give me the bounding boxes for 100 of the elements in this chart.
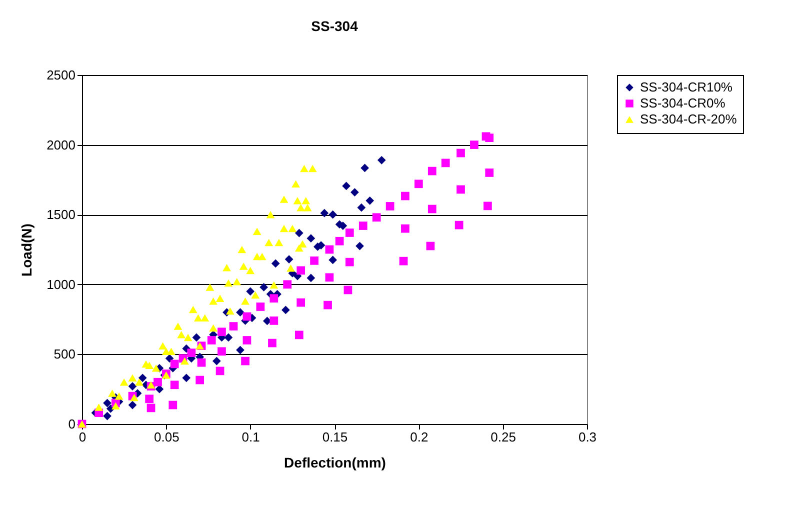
point bbox=[426, 242, 435, 250]
point bbox=[232, 278, 242, 286]
point bbox=[345, 228, 354, 237]
point bbox=[103, 412, 112, 420]
y-tick-label: 500 bbox=[54, 346, 76, 362]
point bbox=[274, 238, 284, 246]
point bbox=[335, 236, 344, 246]
point bbox=[236, 308, 244, 317]
y-axis-title: Load(N) bbox=[18, 224, 35, 276]
x-axis-title: Deflection(mm) bbox=[284, 454, 386, 470]
point bbox=[94, 404, 104, 411]
point bbox=[399, 256, 408, 266]
point bbox=[180, 357, 189, 365]
point bbox=[135, 378, 144, 386]
point bbox=[441, 158, 450, 168]
point bbox=[218, 347, 226, 356]
point bbox=[485, 168, 494, 177]
point bbox=[386, 202, 394, 210]
point bbox=[196, 376, 204, 384]
chart-title: SS-304 bbox=[311, 18, 358, 34]
point bbox=[168, 400, 178, 410]
point bbox=[182, 374, 191, 382]
point bbox=[356, 242, 364, 250]
y-tick-label: 2500 bbox=[46, 68, 76, 82]
point bbox=[401, 192, 410, 200]
point bbox=[224, 279, 233, 287]
point bbox=[209, 324, 218, 332]
y-tick-label: 1500 bbox=[46, 207, 76, 222]
point bbox=[310, 256, 318, 265]
point bbox=[284, 255, 294, 264]
point bbox=[414, 180, 423, 188]
point bbox=[120, 378, 128, 386]
point bbox=[128, 374, 137, 382]
point bbox=[256, 302, 265, 311]
point bbox=[372, 213, 381, 222]
x-tick-label: 0.25 bbox=[490, 430, 516, 444]
point bbox=[200, 314, 210, 322]
point bbox=[325, 245, 334, 254]
x-tick-label: 0.05 bbox=[154, 430, 180, 444]
point bbox=[197, 358, 206, 367]
x-tick-label: 0.1 bbox=[242, 430, 260, 444]
point bbox=[192, 333, 201, 342]
point bbox=[239, 262, 248, 270]
point bbox=[306, 274, 316, 282]
point bbox=[170, 380, 179, 390]
point bbox=[360, 164, 369, 172]
point bbox=[241, 298, 250, 305]
point bbox=[216, 366, 224, 376]
point bbox=[165, 354, 174, 363]
point bbox=[170, 360, 179, 368]
point bbox=[282, 306, 290, 314]
point bbox=[320, 208, 329, 218]
point bbox=[470, 140, 478, 149]
point bbox=[174, 322, 182, 330]
point bbox=[344, 286, 352, 294]
point bbox=[325, 273, 334, 282]
point bbox=[288, 224, 297, 232]
point bbox=[238, 246, 246, 254]
point bbox=[342, 182, 350, 190]
point bbox=[270, 316, 278, 325]
point bbox=[188, 306, 198, 314]
point bbox=[328, 210, 337, 219]
point bbox=[302, 197, 310, 204]
point bbox=[293, 197, 302, 204]
point bbox=[252, 228, 262, 235]
point bbox=[328, 256, 337, 264]
point bbox=[108, 390, 116, 397]
point bbox=[294, 228, 304, 238]
point bbox=[260, 283, 268, 292]
point bbox=[114, 392, 124, 400]
point bbox=[154, 378, 162, 386]
point bbox=[401, 224, 410, 233]
point bbox=[350, 188, 359, 196]
point bbox=[145, 394, 154, 404]
point bbox=[242, 336, 252, 344]
point bbox=[145, 362, 154, 369]
point bbox=[128, 382, 137, 390]
point bbox=[485, 134, 494, 142]
point bbox=[280, 196, 288, 203]
point bbox=[308, 164, 317, 172]
point bbox=[306, 234, 316, 243]
point bbox=[296, 298, 306, 307]
point bbox=[264, 238, 274, 246]
x-tick-label: 0.3 bbox=[578, 430, 597, 444]
y-tick-label: 1000 bbox=[46, 276, 76, 292]
legend-label: SS-304-CR-20% bbox=[640, 112, 738, 126]
point bbox=[152, 364, 160, 372]
point bbox=[138, 374, 147, 382]
point bbox=[216, 294, 224, 302]
point bbox=[456, 185, 465, 194]
point bbox=[286, 264, 295, 272]
point bbox=[266, 210, 275, 218]
point bbox=[296, 266, 306, 275]
point bbox=[280, 224, 288, 232]
x-tick-label: 0.2 bbox=[410, 430, 428, 444]
point bbox=[484, 202, 492, 210]
point bbox=[303, 204, 312, 212]
point bbox=[103, 398, 112, 408]
point bbox=[357, 203, 366, 212]
point bbox=[366, 196, 374, 205]
